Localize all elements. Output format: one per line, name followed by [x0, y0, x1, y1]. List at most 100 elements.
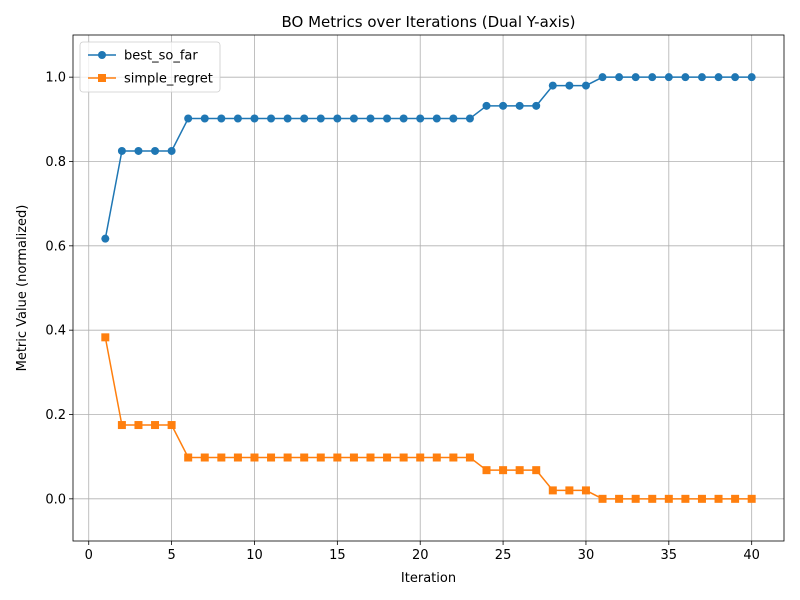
point-best-so-far: [581, 81, 590, 90]
point-best-so-far: [532, 101, 541, 110]
point-simple-regret: [598, 494, 607, 503]
point-simple-regret: [664, 494, 673, 503]
y-tick-label: 0.2: [45, 408, 66, 423]
point-best-so-far: [267, 114, 276, 123]
point-simple-regret: [283, 453, 292, 462]
point-simple-regret: [101, 333, 110, 342]
series-best-so-far: [101, 73, 756, 243]
point-simple-regret: [134, 421, 143, 430]
point-best-so-far: [250, 114, 259, 123]
point-simple-regret: [349, 453, 358, 462]
point-best-so-far: [233, 114, 242, 123]
plot-frame: [72, 34, 785, 542]
point-best-so-far: [515, 101, 524, 110]
point-simple-regret: [233, 453, 242, 462]
chart-title: BO Metrics over Iterations (Dual Y-axis): [282, 13, 576, 31]
point-simple-regret: [681, 494, 690, 503]
point-best-so-far: [664, 73, 673, 82]
y-tick-label: 1.0: [45, 71, 66, 86]
series-simple-regret: [101, 333, 756, 503]
point-simple-regret: [482, 466, 491, 475]
x-tick-label: 5: [167, 548, 175, 563]
x-tick-label: 35: [661, 548, 678, 563]
x-tick-label: 40: [743, 548, 760, 563]
point-simple-regret: [432, 453, 441, 462]
legend-marker-best-so-far: [98, 51, 106, 59]
point-best-so-far: [648, 73, 657, 82]
point-simple-regret: [184, 453, 193, 462]
x-axis: 0 5 10 15 20 25 30 35 40: [85, 541, 760, 563]
legend-label-simple-regret: simple_regret: [124, 72, 213, 87]
point-best-so-far: [383, 114, 392, 123]
point-simple-regret: [117, 421, 126, 430]
point-simple-regret: [747, 494, 756, 503]
point-best-so-far: [731, 73, 740, 82]
y-tick-label: 0.6: [45, 239, 66, 254]
x-tick-label: 25: [495, 548, 512, 563]
point-best-so-far: [167, 146, 176, 155]
series-layer: [101, 73, 756, 503]
point-best-so-far: [432, 114, 441, 123]
point-simple-regret: [731, 494, 740, 503]
point-simple-regret: [648, 494, 657, 503]
point-best-so-far: [697, 73, 706, 82]
point-simple-regret: [615, 494, 624, 503]
point-simple-regret: [300, 453, 309, 462]
point-simple-regret: [399, 453, 408, 462]
point-simple-regret: [714, 494, 723, 503]
point-simple-regret: [333, 453, 342, 462]
point-simple-regret: [532, 466, 541, 475]
point-simple-regret: [383, 453, 392, 462]
point-simple-regret: [631, 494, 640, 503]
point-best-so-far: [416, 114, 425, 123]
point-simple-regret: [316, 453, 325, 462]
point-best-so-far: [747, 73, 756, 82]
point-best-so-far: [482, 101, 491, 110]
point-best-so-far: [217, 114, 226, 123]
point-simple-regret: [267, 453, 276, 462]
point-simple-regret: [151, 421, 160, 430]
point-best-so-far: [366, 114, 375, 123]
series-line-best-so-far: [104, 76, 752, 239]
y-axis: 0.0 0.2 0.4 0.6 0.8 1.0: [45, 71, 73, 507]
point-simple-regret: [548, 486, 557, 495]
y-tick-label: 0.8: [45, 155, 66, 170]
point-best-so-far: [184, 114, 193, 123]
y-tick-label: 0.0: [45, 492, 66, 507]
point-simple-regret: [465, 453, 474, 462]
point-simple-regret: [581, 486, 590, 495]
point-simple-regret: [565, 486, 574, 495]
x-axis-label: Iteration: [401, 571, 456, 586]
point-best-so-far: [548, 81, 557, 90]
point-best-so-far: [499, 101, 508, 110]
point-best-so-far: [615, 73, 624, 82]
point-best-so-far: [134, 146, 143, 155]
point-simple-regret: [366, 453, 375, 462]
point-best-so-far: [300, 114, 309, 123]
x-tick-label: 15: [329, 548, 346, 563]
point-simple-regret: [250, 453, 259, 462]
point-simple-regret: [167, 421, 176, 430]
point-best-so-far: [399, 114, 408, 123]
x-tick-label: 20: [412, 548, 429, 563]
point-best-so-far: [200, 114, 209, 123]
point-best-so-far: [598, 73, 607, 82]
point-simple-regret: [697, 494, 706, 503]
point-simple-regret: [200, 453, 209, 462]
x-tick-label: 30: [578, 548, 595, 563]
x-tick-label: 0: [85, 548, 93, 563]
point-best-so-far: [349, 114, 358, 123]
point-best-so-far: [283, 114, 292, 123]
point-best-so-far: [565, 81, 574, 90]
point-simple-regret: [499, 466, 508, 475]
grid-lines: [73, 35, 784, 541]
point-simple-regret: [217, 453, 226, 462]
point-best-so-far: [631, 73, 640, 82]
y-axis-label: Metric Value (normalized): [15, 205, 30, 372]
point-best-so-far: [316, 114, 325, 123]
point-simple-regret: [449, 453, 458, 462]
point-best-so-far: [465, 114, 474, 123]
legend-marker-simple-regret: [98, 74, 106, 82]
point-best-so-far: [449, 114, 458, 123]
